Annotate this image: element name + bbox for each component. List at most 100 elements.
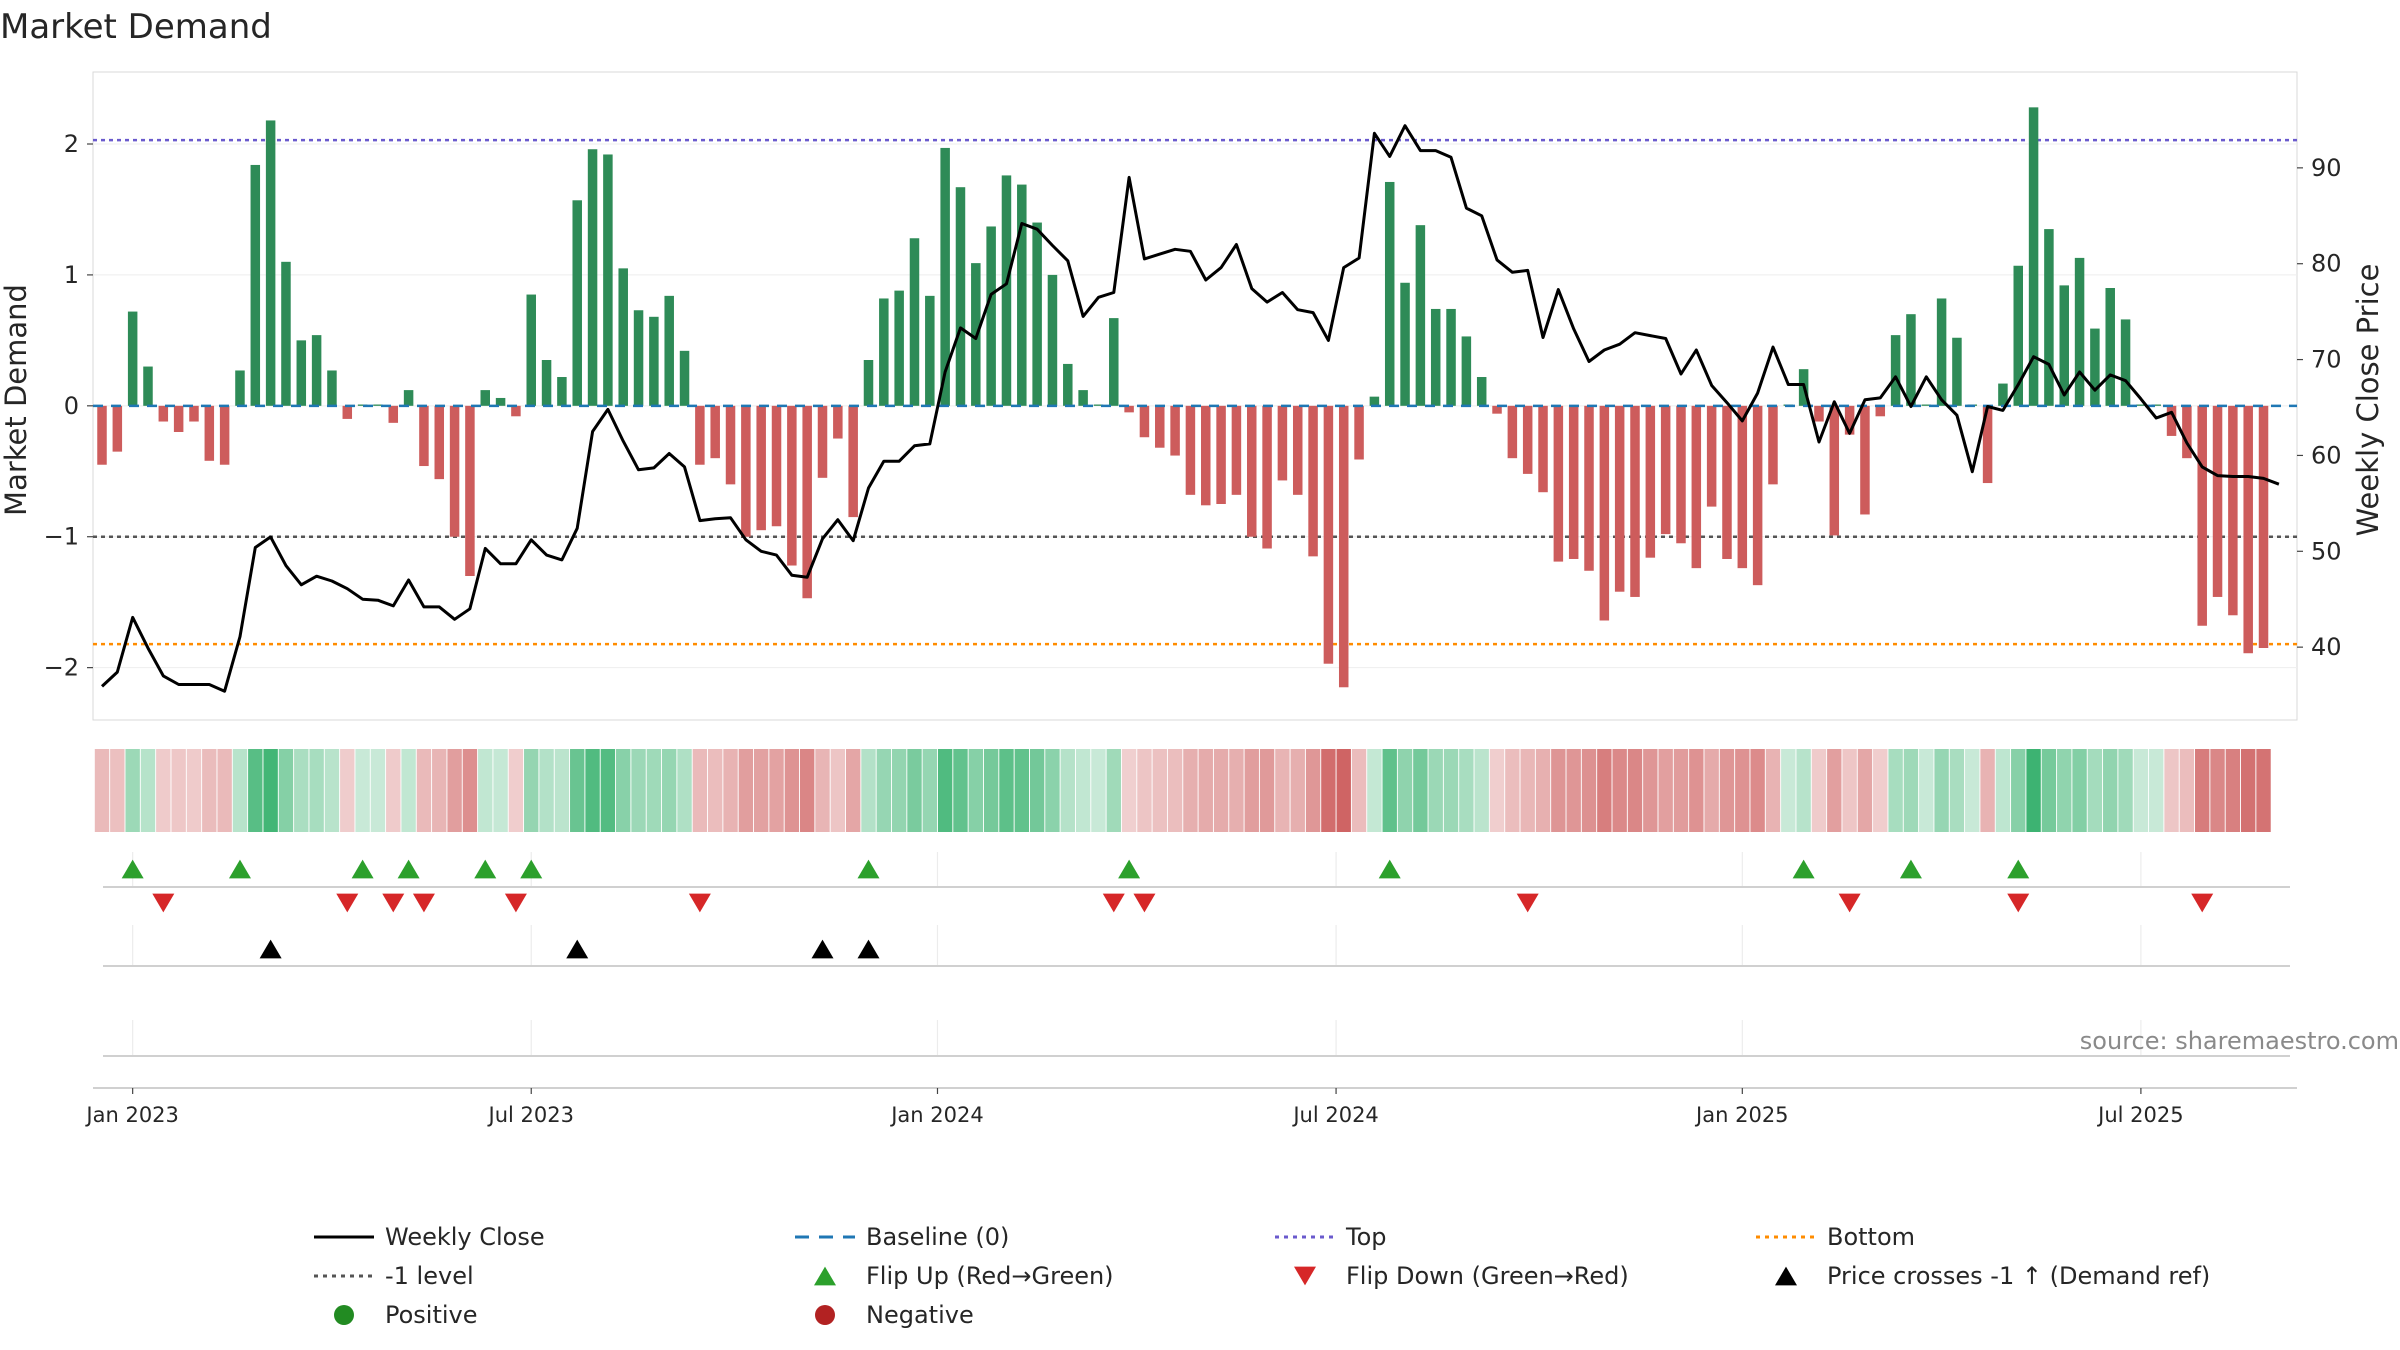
heat-cell (171, 749, 186, 832)
heat-cell (1735, 749, 1750, 832)
flip-markers-panel (103, 852, 2290, 913)
demand-bar (173, 405, 184, 432)
right-tick-label: 70 (2311, 346, 2342, 374)
heat-cell (830, 749, 846, 832)
weekly-close-line (100, 124, 2280, 693)
demand-bar (1706, 405, 1717, 507)
demand-bar (143, 366, 153, 406)
heat-cell (1091, 749, 1106, 832)
demand-bar (403, 390, 414, 406)
demand-bar (189, 405, 199, 422)
demand-bar (1630, 405, 1640, 597)
demand-bar (618, 268, 628, 406)
flip-down-marker (152, 893, 175, 913)
demand-bar (863, 360, 874, 406)
demand-bar (97, 405, 107, 465)
demand-bar (986, 226, 996, 406)
demand-bar (419, 405, 429, 467)
demand-bar (1584, 405, 1594, 571)
demand-bar (1078, 390, 1088, 406)
source-credit: source: sharemaestro.com (2080, 1027, 2399, 1055)
heat-cell (1750, 749, 1765, 832)
main-axes-box (92, 71, 2298, 721)
legend-label: Price crosses -1 ↑ (Demand ref) (1827, 1262, 2210, 1290)
heat-cell (2256, 749, 2271, 832)
heat-cell (1765, 749, 1781, 832)
heat-cell (708, 749, 723, 832)
right-tick-label: 80 (2311, 250, 2342, 278)
demand-bar (1216, 405, 1226, 504)
legend-item: Bottom (1756, 1223, 1915, 1251)
demand-bar (2090, 328, 2100, 406)
heat-cell (876, 749, 892, 832)
heat-cell (1980, 749, 1995, 832)
demand-bar (771, 405, 782, 527)
legend-item: Price crosses -1 ↑ (Demand ref) (1775, 1262, 2210, 1290)
heat-cell (202, 749, 217, 832)
legend-item: Positive (334, 1301, 478, 1329)
demand-bar (465, 405, 475, 576)
demand-bar (1860, 405, 1870, 515)
heat-cell (1443, 749, 1459, 832)
demand-bar (1660, 405, 1671, 535)
demand-bar (1292, 405, 1303, 495)
x-tick-label: Jul 2024 (1291, 1103, 1378, 1127)
flip-down-marker (412, 893, 435, 913)
demand-bar (833, 405, 843, 439)
heat-cell (1719, 749, 1735, 832)
heat-cell (815, 749, 830, 832)
heat-cell (1489, 749, 1505, 832)
demand-bar (1645, 405, 1656, 558)
demand-bar (1277, 405, 1288, 481)
heat-cell (1857, 749, 1873, 832)
demand-bar (2197, 405, 2207, 626)
heat-cell (1919, 749, 1934, 832)
heat-cell (2041, 749, 2057, 832)
legend-swatch-circle (334, 1305, 354, 1325)
heat-cell (1106, 749, 1121, 832)
heat-cell (999, 749, 1014, 832)
legend-swatch-triangle-up (1775, 1266, 1797, 1286)
heat-cell (1367, 749, 1382, 832)
demand-bar (1247, 405, 1257, 537)
demand-bar (940, 147, 950, 406)
heat-cell (462, 749, 478, 832)
flip-up-marker (1118, 859, 1141, 879)
flip-down-marker (2191, 893, 2214, 913)
heat-cell (294, 749, 309, 832)
flip-up-marker (2007, 859, 2030, 879)
demand-bar (1553, 405, 1564, 562)
heat-cell (983, 749, 999, 832)
flip-down-marker (2007, 893, 2030, 913)
flip-down-marker (504, 893, 527, 913)
demand-bar (1308, 405, 1318, 557)
heat-cell (1903, 749, 1919, 832)
heat-cell (799, 749, 815, 832)
right-tick-label: 50 (2311, 537, 2342, 565)
flip-up-marker (857, 859, 880, 879)
heat-cell (1965, 749, 1980, 832)
heat-cell (2118, 749, 2133, 832)
demand-bar (710, 405, 720, 459)
demand-bar (2044, 229, 2054, 406)
flip-down-marker (1102, 893, 1125, 913)
demand-bar (1829, 405, 1840, 536)
demand-bar (1722, 405, 1732, 559)
flip-up-marker (474, 859, 497, 879)
heat-cell (1137, 749, 1152, 832)
heat-cell (1597, 749, 1612, 832)
demand-bars (93, 107, 2297, 688)
legend-item: Flip Down (Green→Red) (1294, 1262, 1629, 1290)
right-tick-label: 60 (2311, 441, 2342, 469)
price-cross-panel (103, 925, 2290, 967)
heat-cell (309, 749, 324, 832)
heat-cell (1949, 749, 1965, 832)
demand-bar (1522, 405, 1533, 474)
demand-bar (587, 149, 598, 406)
heat-cell (110, 749, 125, 832)
demand-bar (1170, 405, 1180, 456)
legend-label: Flip Up (Red→Green) (866, 1262, 1114, 1290)
legend-label: Positive (385, 1301, 478, 1329)
demand-bar (1538, 405, 1548, 493)
